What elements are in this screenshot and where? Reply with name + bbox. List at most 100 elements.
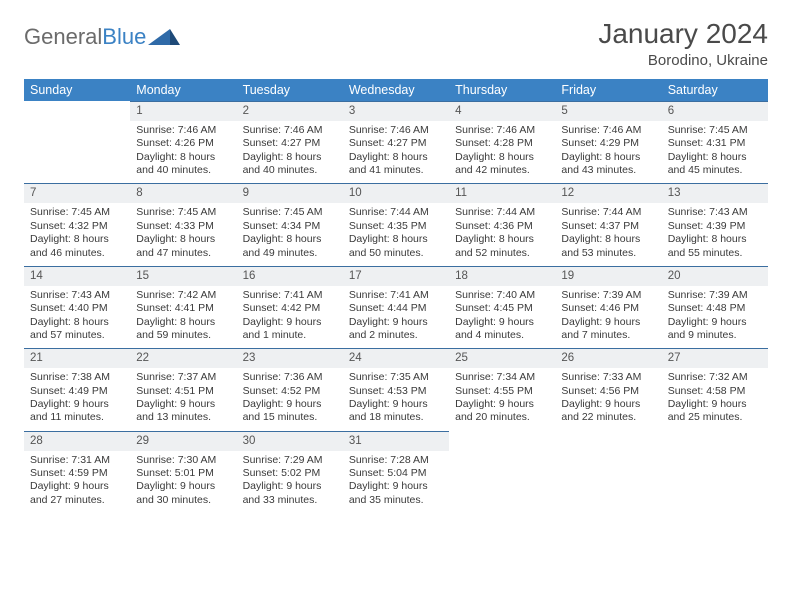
daylight-line: Daylight: 9 hours and 25 minutes.	[668, 398, 762, 425]
sunrise-line: Sunrise: 7:38 AM	[30, 371, 124, 384]
day-number: 11	[449, 183, 555, 203]
sunset-line: Sunset: 4:42 PM	[243, 302, 337, 315]
day-body: Sunrise: 7:45 AMSunset: 4:32 PMDaylight:…	[24, 203, 130, 266]
title-block: January 2024 Borodino, Ukraine	[598, 18, 768, 69]
sunrise-line: Sunrise: 7:46 AM	[349, 124, 443, 137]
calendar-cell: 11Sunrise: 7:44 AMSunset: 4:36 PMDayligh…	[449, 183, 555, 265]
sunrise-line: Sunrise: 7:32 AM	[668, 371, 762, 384]
daylight-line: Daylight: 8 hours and 40 minutes.	[136, 151, 230, 178]
sunset-line: Sunset: 5:04 PM	[349, 467, 443, 480]
sunset-line: Sunset: 4:26 PM	[136, 137, 230, 150]
daylight-line: Daylight: 8 hours and 52 minutes.	[455, 233, 549, 260]
daylight-line: Daylight: 8 hours and 47 minutes.	[136, 233, 230, 260]
day-number: 27	[662, 348, 768, 368]
calendar-header-row: SundayMondayTuesdayWednesdayThursdayFrid…	[24, 79, 768, 101]
day-body: Sunrise: 7:30 AMSunset: 5:01 PMDaylight:…	[130, 451, 236, 514]
day-number: 22	[130, 348, 236, 368]
day-number: 7	[24, 183, 130, 203]
daylight-line: Daylight: 9 hours and 2 minutes.	[349, 316, 443, 343]
daylight-line: Daylight: 9 hours and 27 minutes.	[30, 480, 124, 507]
calendar-week-row: 14Sunrise: 7:43 AMSunset: 4:40 PMDayligh…	[24, 266, 768, 348]
sunset-line: Sunset: 5:01 PM	[136, 467, 230, 480]
daylight-line: Daylight: 8 hours and 41 minutes.	[349, 151, 443, 178]
calendar-cell: 15Sunrise: 7:42 AMSunset: 4:41 PMDayligh…	[130, 266, 236, 348]
daylight-line: Daylight: 9 hours and 9 minutes.	[668, 316, 762, 343]
day-body: Sunrise: 7:39 AMSunset: 4:46 PMDaylight:…	[555, 286, 661, 349]
header: GeneralBlue January 2024 Borodino, Ukrai…	[24, 18, 768, 69]
day-body: Sunrise: 7:28 AMSunset: 5:04 PMDaylight:…	[343, 451, 449, 514]
sunrise-line: Sunrise: 7:31 AM	[30, 454, 124, 467]
sunset-line: Sunset: 4:29 PM	[561, 137, 655, 150]
calendar-cell: 5Sunrise: 7:46 AMSunset: 4:29 PMDaylight…	[555, 101, 661, 183]
weekday-header: Friday	[555, 79, 661, 101]
day-number: 25	[449, 348, 555, 368]
sunset-line: Sunset: 4:33 PM	[136, 220, 230, 233]
sunrise-line: Sunrise: 7:41 AM	[243, 289, 337, 302]
day-number: 24	[343, 348, 449, 368]
day-number: 19	[555, 266, 661, 286]
daylight-line: Daylight: 8 hours and 57 minutes.	[30, 316, 124, 343]
sunset-line: Sunset: 4:40 PM	[30, 302, 124, 315]
calendar-cell: 31Sunrise: 7:28 AMSunset: 5:04 PMDayligh…	[343, 431, 449, 513]
day-number: 28	[24, 431, 130, 451]
day-number: 13	[662, 183, 768, 203]
sunset-line: Sunset: 5:02 PM	[243, 467, 337, 480]
daylight-line: Daylight: 8 hours and 50 minutes.	[349, 233, 443, 260]
location: Borodino, Ukraine	[598, 52, 768, 69]
triangle-icon	[148, 25, 180, 45]
sunrise-line: Sunrise: 7:34 AM	[455, 371, 549, 384]
day-body: Sunrise: 7:44 AMSunset: 4:35 PMDaylight:…	[343, 203, 449, 266]
day-body: Sunrise: 7:41 AMSunset: 4:44 PMDaylight:…	[343, 286, 449, 349]
day-number: 26	[555, 348, 661, 368]
sunset-line: Sunset: 4:32 PM	[30, 220, 124, 233]
weekday-header: Sunday	[24, 79, 130, 101]
day-number: 6	[662, 101, 768, 121]
calendar-cell: 6Sunrise: 7:45 AMSunset: 4:31 PMDaylight…	[662, 101, 768, 183]
daylight-line: Daylight: 9 hours and 30 minutes.	[136, 480, 230, 507]
day-number: 31	[343, 431, 449, 451]
daylight-line: Daylight: 8 hours and 42 minutes.	[455, 151, 549, 178]
calendar-cell: 9Sunrise: 7:45 AMSunset: 4:34 PMDaylight…	[237, 183, 343, 265]
sunset-line: Sunset: 4:53 PM	[349, 385, 443, 398]
day-number: 4	[449, 101, 555, 121]
calendar-cell: 28Sunrise: 7:31 AMSunset: 4:59 PMDayligh…	[24, 431, 130, 513]
sunset-line: Sunset: 4:58 PM	[668, 385, 762, 398]
sunrise-line: Sunrise: 7:45 AM	[668, 124, 762, 137]
sunrise-line: Sunrise: 7:46 AM	[136, 124, 230, 137]
daylight-line: Daylight: 9 hours and 22 minutes.	[561, 398, 655, 425]
calendar-cell: 14Sunrise: 7:43 AMSunset: 4:40 PMDayligh…	[24, 266, 130, 348]
calendar-cell: 4Sunrise: 7:46 AMSunset: 4:28 PMDaylight…	[449, 101, 555, 183]
sunset-line: Sunset: 4:28 PM	[455, 137, 549, 150]
day-body: Sunrise: 7:40 AMSunset: 4:45 PMDaylight:…	[449, 286, 555, 349]
sunset-line: Sunset: 4:37 PM	[561, 220, 655, 233]
calendar-cell: 18Sunrise: 7:40 AMSunset: 4:45 PMDayligh…	[449, 266, 555, 348]
calendar-cell: 23Sunrise: 7:36 AMSunset: 4:52 PMDayligh…	[237, 348, 343, 430]
weekday-header: Saturday	[662, 79, 768, 101]
day-body: Sunrise: 7:42 AMSunset: 4:41 PMDaylight:…	[130, 286, 236, 349]
sunset-line: Sunset: 4:41 PM	[136, 302, 230, 315]
sunset-line: Sunset: 4:56 PM	[561, 385, 655, 398]
sunrise-line: Sunrise: 7:37 AM	[136, 371, 230, 384]
day-number: 2	[237, 101, 343, 121]
day-body: Sunrise: 7:36 AMSunset: 4:52 PMDaylight:…	[237, 368, 343, 431]
sunrise-line: Sunrise: 7:46 AM	[243, 124, 337, 137]
day-body: Sunrise: 7:44 AMSunset: 4:36 PMDaylight:…	[449, 203, 555, 266]
day-body: Sunrise: 7:38 AMSunset: 4:49 PMDaylight:…	[24, 368, 130, 431]
sunrise-line: Sunrise: 7:45 AM	[30, 206, 124, 219]
calendar-cell	[449, 431, 555, 513]
daylight-line: Daylight: 8 hours and 55 minutes.	[668, 233, 762, 260]
day-body: Sunrise: 7:31 AMSunset: 4:59 PMDaylight:…	[24, 451, 130, 514]
day-body: Sunrise: 7:33 AMSunset: 4:56 PMDaylight:…	[555, 368, 661, 431]
calendar-cell	[662, 431, 768, 513]
sunset-line: Sunset: 4:39 PM	[668, 220, 762, 233]
day-number: 16	[237, 266, 343, 286]
sunrise-line: Sunrise: 7:40 AM	[455, 289, 549, 302]
day-body: Sunrise: 7:29 AMSunset: 5:02 PMDaylight:…	[237, 451, 343, 514]
day-body: Sunrise: 7:45 AMSunset: 4:33 PMDaylight:…	[130, 203, 236, 266]
day-number: 9	[237, 183, 343, 203]
day-body: Sunrise: 7:32 AMSunset: 4:58 PMDaylight:…	[662, 368, 768, 431]
daylight-line: Daylight: 8 hours and 49 minutes.	[243, 233, 337, 260]
sunrise-line: Sunrise: 7:43 AM	[30, 289, 124, 302]
calendar-cell: 25Sunrise: 7:34 AMSunset: 4:55 PMDayligh…	[449, 348, 555, 430]
calendar-cell: 21Sunrise: 7:38 AMSunset: 4:49 PMDayligh…	[24, 348, 130, 430]
